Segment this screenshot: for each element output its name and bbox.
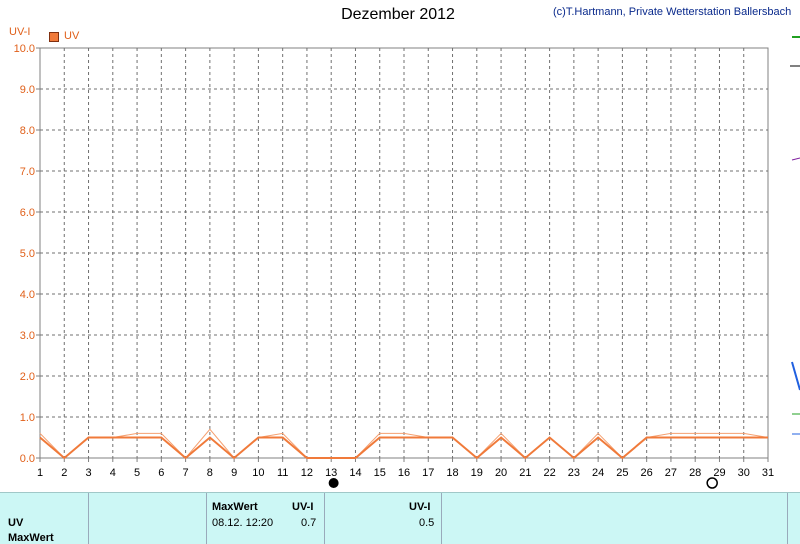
header-unit-2: UV-I: [409, 501, 431, 513]
table-divider: [206, 493, 207, 544]
x-tick-labels: 1 2 3 4 5 6 7 8 9 10 11 12 13 14 15 16 17 18 19 20 21 22 23 24 2…: [37, 458, 774, 479]
x-tick-label: 5: [134, 467, 140, 479]
x-tick-label: 26: [641, 467, 653, 479]
x-tick-label: 30: [738, 467, 750, 479]
y-tick-label: 10.0: [14, 43, 35, 55]
grid-lines: [40, 48, 768, 458]
x-tick-label: 21: [519, 467, 531, 479]
x-tick-label: 29: [713, 467, 725, 479]
table-divider: [787, 493, 788, 544]
x-tick-label: 20: [495, 467, 507, 479]
y-tick-label: 7.0: [20, 166, 35, 178]
x-tick-label: 4: [110, 467, 116, 479]
header-unit-1: UV-I: [292, 501, 314, 513]
x-tick-label: 13: [325, 467, 337, 479]
chart-title: Dezember 2012: [341, 6, 455, 23]
side-panel-fragment: [790, 36, 800, 435]
table-divider: [441, 493, 442, 544]
y-tick-label: 3.0: [20, 330, 35, 342]
x-tick-label: 11: [277, 467, 288, 479]
x-tick-label: 14: [349, 467, 361, 479]
x-tick-label: 10: [252, 467, 264, 479]
x-tick-label: 7: [183, 467, 189, 479]
x-tick-label: 18: [446, 467, 458, 479]
x-tick-label: 19: [471, 467, 483, 479]
row-label-uv: UV: [8, 517, 24, 529]
y-tick-label: 0.0: [20, 453, 35, 465]
y-tick-labels: 0.0 1.0 2.0 3.0 4.0 5.0 6.0 7.0 8.0 9.0 10.0: [14, 43, 40, 465]
max-value: 0.7: [301, 517, 317, 529]
legend-label-uv: UV: [64, 30, 80, 42]
x-tick-label: 23: [568, 467, 580, 479]
x-tick-label: 31: [762, 467, 774, 479]
header-maxwert: MaxWert: [212, 501, 258, 513]
x-tick-label: 24: [592, 467, 604, 479]
row-label-maxwert: MaxWert: [8, 532, 54, 544]
full-moon-marker: [706, 477, 718, 489]
y-tick-label: 8.0: [20, 125, 35, 137]
y-tick-label: 1.0: [20, 412, 35, 424]
y-tick-label: 4.0: [20, 289, 35, 301]
x-tick-label: 16: [398, 467, 410, 479]
series-line-uv: [39, 436, 768, 460]
y-tick-label: 5.0: [20, 248, 35, 260]
y-tick-label: 6.0: [20, 207, 35, 219]
x-tick-label: 8: [207, 467, 213, 479]
x-tick-label: 6: [158, 467, 164, 479]
credit-text: (c)T.Hartmann, Private Wetterstation Bal…: [553, 6, 792, 18]
x-tick-label: 17: [422, 467, 434, 479]
max-datetime: 08.12. 12:20: [212, 517, 274, 529]
x-tick-label: 3: [85, 467, 91, 479]
x-tick-label: 22: [543, 467, 555, 479]
x-tick-label: 12: [301, 467, 313, 479]
moon-phase-markers: [328, 477, 718, 489]
new-moon-marker: [328, 478, 339, 488]
x-tick-label: 2: [61, 467, 67, 479]
summary-table: MaxWert UV-I UV-I UV 08.12. 12:20 0.7 0.…: [0, 492, 800, 544]
series-lines: [39, 428, 769, 460]
avg-value: 0.5: [419, 517, 435, 529]
x-tick-label: 28: [689, 467, 701, 479]
x-tick-label: 15: [374, 467, 386, 479]
y-tick-label: 9.0: [20, 84, 35, 96]
table-divider: [324, 493, 325, 544]
y-axis-label: UV-I: [9, 26, 31, 38]
legend-swatch-uv: [49, 32, 59, 42]
y-tick-label: 2.0: [20, 371, 35, 383]
x-tick-label: 1: [37, 467, 43, 479]
table-divider: [88, 493, 89, 544]
x-tick-label: 25: [616, 467, 628, 479]
x-tick-label: 27: [665, 467, 677, 479]
x-tick-label: 9: [231, 467, 237, 479]
